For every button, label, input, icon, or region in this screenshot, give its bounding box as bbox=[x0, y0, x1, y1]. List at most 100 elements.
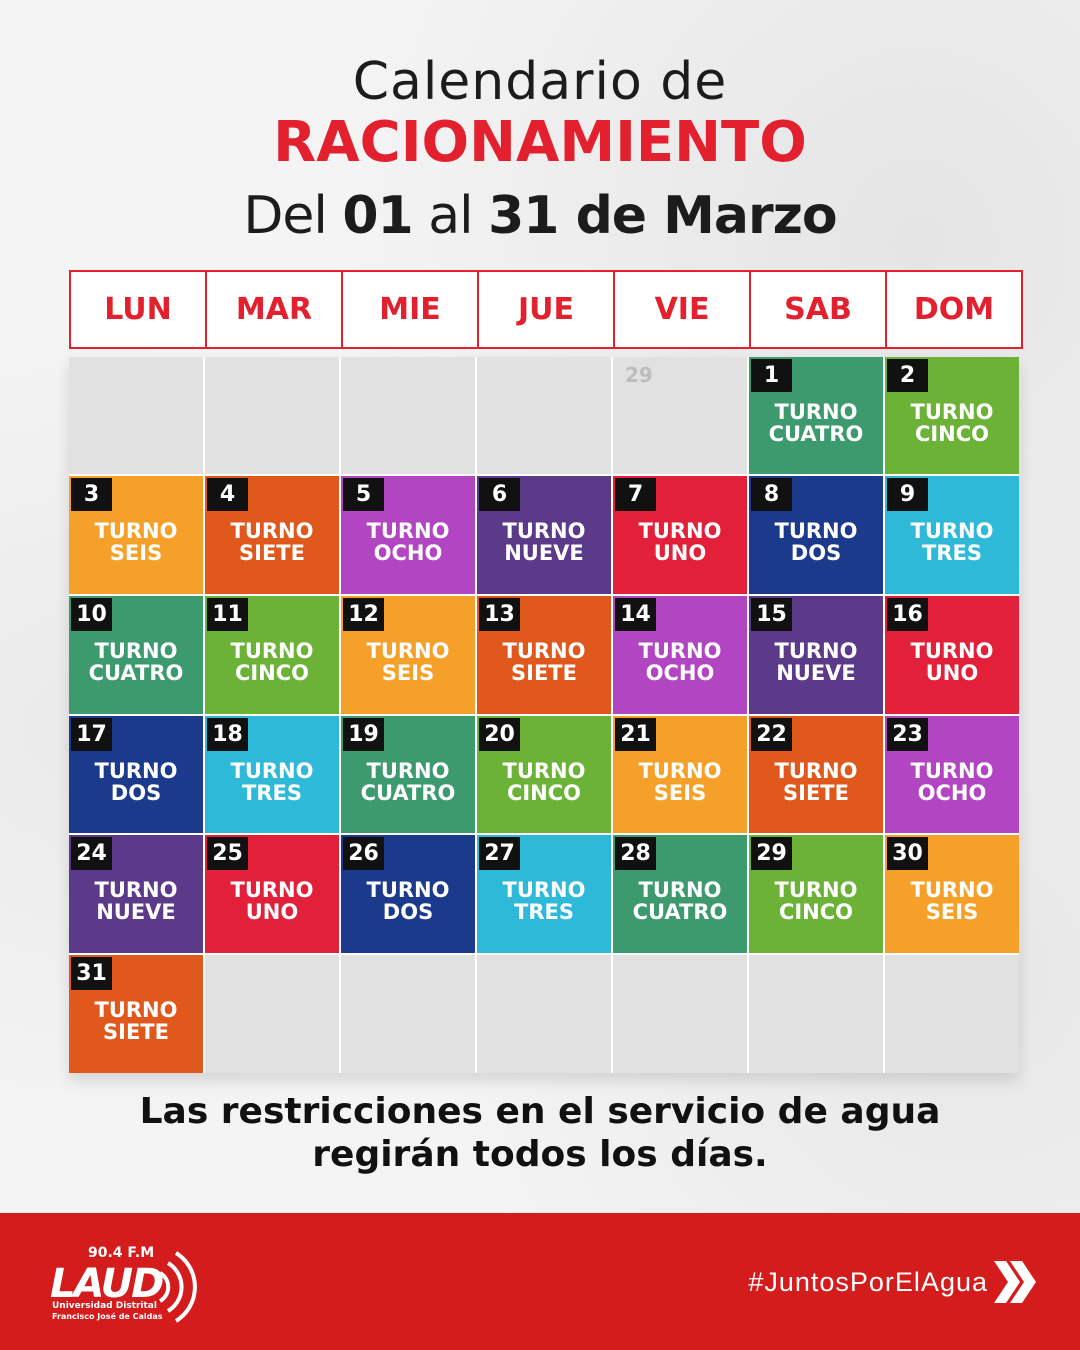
day-number: 8 bbox=[751, 478, 792, 511]
turno-label: TURNO SEIS bbox=[69, 520, 203, 564]
date-prefix: Del bbox=[243, 186, 343, 246]
day-number: 7 bbox=[615, 478, 656, 511]
day-number: 4 bbox=[207, 478, 248, 511]
turno-word: TURNO bbox=[638, 758, 722, 783]
day-cell: 4 TURNO SIETE bbox=[205, 476, 339, 594]
turno-label: TURNO OCHO bbox=[341, 520, 475, 564]
previous-month-day: 29 bbox=[625, 363, 653, 387]
turno-label: TURNO CINCO bbox=[749, 879, 883, 923]
turno-word: TURNO bbox=[502, 758, 586, 783]
day-number: 13 bbox=[479, 597, 520, 631]
turno-word: TURNO bbox=[230, 758, 314, 783]
turno-number: NUEVE bbox=[96, 900, 176, 925]
turno-number: CUATRO bbox=[88, 660, 184, 685]
turno-label: TURNO DOS bbox=[341, 879, 475, 923]
empty-cell bbox=[477, 357, 611, 474]
empty-cell bbox=[613, 955, 747, 1073]
turno-label: TURNO SIETE bbox=[477, 640, 611, 684]
turno-word: TURNO bbox=[638, 638, 722, 663]
day-number: 9 bbox=[887, 478, 928, 511]
turno-label: TURNO OCHO bbox=[885, 760, 1019, 804]
note-line-2: regirán todos los días. bbox=[312, 1134, 768, 1175]
turno-word: TURNO bbox=[230, 519, 314, 543]
turno-word: TURNO bbox=[910, 519, 994, 543]
turno-label: TURNO CINCO bbox=[885, 401, 1019, 445]
calendar-grid: 29 1 TURNO CUATRO 2 TURNO CINCO 3 TURNO SEIS 4 TURN… bbox=[69, 357, 1019, 1073]
day-cell: 17 TURNO DOS bbox=[69, 715, 203, 834]
turno-number: CUATRO bbox=[768, 422, 864, 446]
day-cell: 2 TURNO CINCO bbox=[885, 357, 1019, 474]
turno-label: TURNO SIETE bbox=[749, 760, 883, 804]
day-cell: 26 TURNO DOS bbox=[341, 835, 475, 954]
day-number: 1 bbox=[751, 359, 792, 392]
turno-word: TURNO bbox=[230, 878, 314, 903]
day-number: 21 bbox=[615, 717, 656, 751]
day-number: 12 bbox=[343, 597, 384, 631]
turno-word: TURNO bbox=[638, 878, 722, 903]
logo-university-line-2: Francisco José de Caldas bbox=[52, 1312, 163, 1321]
day-cell: 23 TURNO OCHO bbox=[885, 715, 1019, 834]
turno-word: TURNO bbox=[774, 519, 858, 543]
day-number: 19 bbox=[343, 717, 384, 751]
day-number: 2 bbox=[887, 359, 928, 392]
hashtag-text: #JuntosPorElAgua bbox=[748, 1267, 988, 1297]
turno-word: TURNO bbox=[366, 638, 450, 663]
laud-logo: 90.4 F.M LAUD Universidad Distrital Fran… bbox=[50, 1239, 210, 1329]
day-cell: 12 TURNO SEIS bbox=[341, 595, 475, 714]
empty-cell bbox=[477, 955, 611, 1073]
turno-label: TURNO DOS bbox=[749, 520, 883, 564]
turno-word: TURNO bbox=[774, 638, 858, 663]
day-number: 25 bbox=[207, 837, 248, 871]
turno-label: TURNO CUATRO bbox=[341, 760, 475, 804]
day-cell: 7 TURNO UNO bbox=[613, 476, 747, 594]
turno-number: DOS bbox=[110, 780, 162, 805]
weekday-thu: JUE bbox=[477, 272, 613, 347]
day-cell: 1 TURNO CUATRO bbox=[749, 357, 883, 474]
weekday-sat: SAB bbox=[749, 272, 885, 347]
weekday-header: LUN MAR MIE JUE VIE SAB DOM bbox=[69, 270, 1023, 349]
day-number: 5 bbox=[343, 478, 384, 511]
turno-number: NUEVE bbox=[776, 660, 856, 685]
turno-label: TURNO NUEVE bbox=[749, 640, 883, 684]
turno-word: TURNO bbox=[910, 758, 994, 783]
turno-word: TURNO bbox=[366, 519, 450, 543]
turno-word: TURNO bbox=[94, 519, 178, 543]
turno-label: TURNO UNO bbox=[613, 520, 747, 564]
day-number: 30 bbox=[887, 837, 928, 871]
turno-number: OCHO bbox=[373, 541, 443, 565]
day-number: 17 bbox=[71, 717, 112, 751]
turno-label: TURNO DOS bbox=[69, 760, 203, 804]
turno-word: TURNO bbox=[774, 758, 858, 783]
turno-number: UNO bbox=[653, 541, 707, 565]
turno-number: OCHO bbox=[917, 780, 987, 805]
turno-number: CINCO bbox=[778, 900, 854, 925]
turno-label: TURNO OCHO bbox=[613, 640, 747, 684]
day-number: 18 bbox=[207, 717, 248, 751]
day-cell: 27 TURNO TRES bbox=[477, 835, 611, 954]
day-cell: 31 TURNO SIETE bbox=[69, 955, 203, 1073]
turno-label: TURNO TRES bbox=[205, 760, 339, 804]
day-cell: 22 TURNO SIETE bbox=[749, 715, 883, 834]
turno-label: TURNO CINCO bbox=[477, 760, 611, 804]
date-mid: al bbox=[412, 186, 489, 246]
empty-cell bbox=[205, 357, 339, 474]
turno-word: TURNO bbox=[94, 878, 178, 903]
day-cell: 8 TURNO DOS bbox=[749, 476, 883, 594]
date-end: 31 de Marzo bbox=[488, 186, 838, 246]
date-start: 01 bbox=[342, 186, 413, 246]
empty-cell: 29 bbox=[613, 357, 747, 474]
turno-number: CINCO bbox=[914, 422, 990, 446]
turno-label: TURNO SEIS bbox=[341, 640, 475, 684]
turno-number: OCHO bbox=[645, 660, 715, 685]
day-cell: 10 TURNO CUATRO bbox=[69, 595, 203, 714]
title-date-range: Del 01 al 31 de Marzo bbox=[0, 186, 1080, 246]
day-number: 20 bbox=[479, 717, 520, 751]
turno-number: SEIS bbox=[381, 660, 435, 685]
turno-word: TURNO bbox=[638, 519, 722, 543]
day-number: 22 bbox=[751, 717, 792, 751]
empty-cell bbox=[205, 955, 339, 1073]
day-number: 31 bbox=[71, 957, 112, 991]
note-line-1: Las restricciones en el servicio de agua bbox=[139, 1091, 941, 1132]
footer-bar: 90.4 F.M LAUD Universidad Distrital Fran… bbox=[0, 1213, 1080, 1350]
turno-number: CUATRO bbox=[360, 780, 456, 805]
